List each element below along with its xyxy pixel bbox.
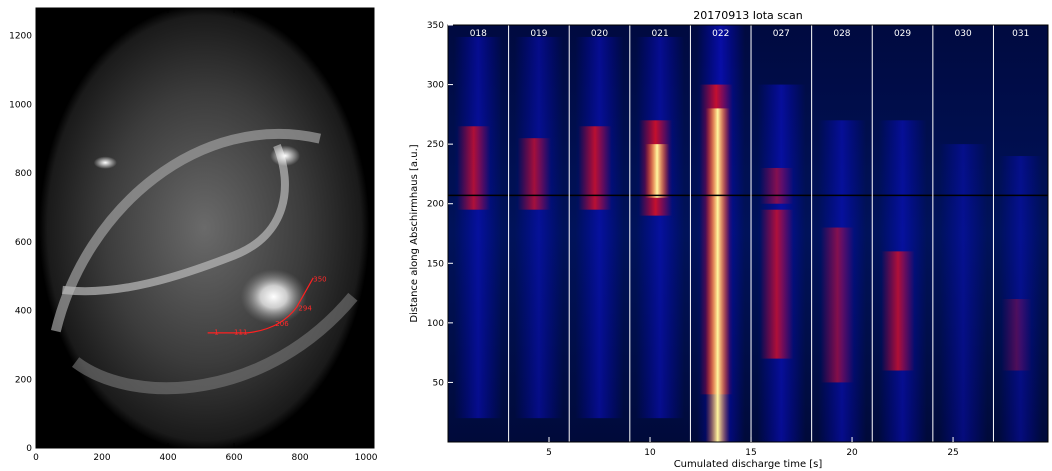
x-tick-label: 20 (846, 448, 858, 458)
shot-label: 031 (1012, 29, 1029, 39)
hot-emission-band (644, 144, 670, 198)
hot-spot-left (93, 156, 117, 169)
y-tick-label: 200 (427, 200, 444, 210)
plasma-arc-inner (61, 144, 289, 296)
red-emission-band (578, 126, 612, 210)
heatmap-axes: 5 10 15 20 25 50 100 150 200 250 300 350 (427, 21, 959, 458)
camera-image-panel: 1 111 206 294 350 0 200 400 600 800 1000 0 200 4… (9, 7, 378, 463)
red-emission-band (820, 227, 855, 383)
red-emission-band (760, 167, 794, 204)
x-tick-label: 400 (159, 453, 176, 463)
plasma-arc-lower (72, 292, 358, 395)
overlay-label: 294 (298, 305, 312, 313)
hot-spot-upper (270, 145, 301, 167)
camera-image-frame (35, 7, 375, 449)
shot-segment (817, 120, 867, 442)
shot-segment (998, 156, 1043, 442)
y-tick-label: 1000 (9, 100, 32, 110)
overlay-label: 1 (214, 329, 218, 337)
camera-fisheye-disk (39, 8, 370, 448)
overlay-label: 111 (234, 329, 247, 337)
shot-segment (696, 25, 745, 442)
shot-label: 022 (712, 29, 729, 39)
shot-segment (575, 36, 624, 419)
blue-emission-band (454, 36, 503, 419)
shot-label: 029 (894, 29, 911, 39)
plasma-arc-outer (50, 128, 321, 333)
y-tick-label: 50 (433, 378, 445, 388)
red-emission-band (457, 126, 491, 210)
x-tick-label: 800 (291, 453, 308, 463)
chart-title: 20170913 Iota scan (693, 9, 803, 22)
x-tick-label: 10 (644, 448, 656, 458)
y-tick-label: 400 (15, 307, 32, 317)
heatmap-frame (447, 24, 1049, 443)
blue-emission-band (514, 36, 564, 419)
x-axis-label: Cumulated discharge time [s] (674, 459, 823, 470)
x-tick-label: 600 (225, 453, 242, 463)
x-tick-label: 200 (93, 453, 110, 463)
shot-label: 020 (591, 29, 608, 39)
shot-segment (938, 144, 988, 442)
overlay-label: 350 (313, 275, 326, 283)
shot-label: 018 (470, 29, 487, 39)
y-tick-label: 1200 (9, 32, 32, 42)
y-tick-label: 150 (427, 259, 444, 269)
shot-label: 030 (955, 29, 972, 39)
shot-segment (757, 84, 806, 442)
heatmap-panel: 20170913 Iota scan 018 019 020 021 022 027 028… (409, 9, 1049, 470)
y-axis-label: Distance along Abschirmhaus [a.u.] (409, 144, 420, 322)
x-tick-label: 15 (745, 448, 756, 458)
camera-image: 1 111 206 294 350 (39, 8, 370, 448)
hot-emission-band (705, 108, 730, 442)
shot-segment (878, 120, 927, 442)
shot-segment (514, 36, 564, 419)
shot-label: 021 (652, 29, 669, 39)
y-tick-label: 100 (427, 319, 444, 329)
overlay-label: 206 (275, 320, 289, 328)
y-tick-label: 250 (427, 140, 444, 150)
heatmap-body: 018 019 020 021 022 027 028 029 030 031 (448, 25, 1048, 442)
red-emission-band (760, 209, 794, 359)
x-tick-label: 5 (546, 448, 552, 458)
y-tick-label: 200 (15, 375, 32, 385)
camera-image-axes: 0 200 400 600 800 1000 0 200 400 600 800 1000 1200 (9, 8, 378, 463)
y-tick-label: 0 (26, 444, 32, 454)
x-tick-label: 25 (947, 448, 958, 458)
shot-label: 027 (773, 29, 790, 39)
blue-emission-band (575, 36, 624, 419)
blue-emission-band (635, 36, 685, 419)
y-tick-label: 600 (15, 238, 32, 248)
red-emission-band (881, 251, 915, 371)
x-tick-label: 0 (33, 453, 39, 463)
x-tick-label: 1000 (355, 453, 378, 463)
hot-spot-large (240, 269, 307, 325)
blue-emission-band (938, 144, 988, 442)
shot-label: 019 (530, 29, 547, 39)
shot-segment (454, 36, 503, 419)
y-tick-label: 350 (427, 21, 444, 31)
overlay-profile-line (207, 277, 314, 334)
shot-label: 028 (833, 29, 850, 39)
shot-segment (635, 36, 685, 419)
red-emission-band (1001, 299, 1032, 371)
y-tick-label: 300 (427, 81, 444, 91)
red-emission-band (517, 138, 552, 210)
y-tick-label: 800 (15, 169, 32, 179)
